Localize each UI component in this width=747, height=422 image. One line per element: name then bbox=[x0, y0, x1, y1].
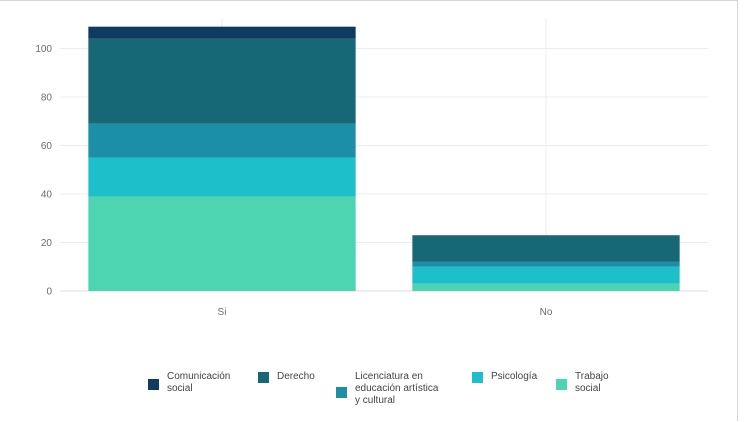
legend-label-line: Derecho bbox=[277, 371, 315, 382]
legend-label-line: Psicología bbox=[491, 371, 538, 382]
legend: Comunicación social Derecho Licenciatura… bbox=[140, 369, 660, 419]
legend-label-line: educación artística bbox=[355, 383, 439, 394]
legend-label-line: Licenciatura en bbox=[355, 371, 423, 382]
axis-layer: 0 20 40 60 80 100 Si No bbox=[35, 44, 553, 318]
y-tick-label: 80 bbox=[41, 93, 53, 104]
y-tick-label: 100 bbox=[35, 44, 52, 55]
legend-label-licenciatura: Licenciatura en educación artística y cu… bbox=[355, 371, 438, 407]
legend-label-line: Trabajo bbox=[575, 371, 609, 382]
legend-label-line: social bbox=[167, 383, 193, 394]
y-tick-label: 60 bbox=[41, 141, 53, 152]
legend-swatch-trabajo-social bbox=[556, 379, 567, 390]
bar-segment[interactable] bbox=[88, 26, 356, 39]
legend-item-trabajo-social[interactable]: Trabajo social bbox=[556, 371, 609, 395]
legend-label-psicologia: Psicología bbox=[491, 371, 537, 383]
bar-segment[interactable] bbox=[88, 196, 356, 291]
y-tick-label: 0 bbox=[46, 287, 52, 298]
legend-label-line: social bbox=[575, 383, 601, 394]
legend-swatch-derecho bbox=[258, 372, 269, 383]
legend-label-comunicacion-social: Comunicación social bbox=[167, 371, 230, 395]
bar-segment[interactable] bbox=[412, 283, 680, 291]
bar-segment[interactable] bbox=[412, 266, 680, 284]
legend-item-comunicacion-social[interactable]: Comunicación social bbox=[148, 371, 230, 395]
bar-segment[interactable] bbox=[88, 123, 356, 158]
legend-item-derecho[interactable]: Derecho bbox=[258, 371, 315, 383]
bar-segment[interactable] bbox=[412, 261, 680, 267]
legend-swatch-psicologia bbox=[472, 372, 483, 383]
bar-layer bbox=[88, 26, 680, 291]
legend-label-derecho: Derecho bbox=[277, 371, 315, 383]
y-tick-label: 20 bbox=[41, 238, 53, 249]
bar-segment[interactable] bbox=[88, 157, 356, 197]
bar-segment[interactable] bbox=[412, 235, 680, 262]
legend-swatch-licenciatura bbox=[336, 387, 347, 398]
legend-item-licenciatura[interactable]: Licenciatura en educación artística y cu… bbox=[336, 371, 438, 407]
y-tick-label: 40 bbox=[41, 190, 53, 201]
legend-label-trabajo-social: Trabajo social bbox=[575, 371, 609, 395]
legend-label-line: y cultural bbox=[355, 395, 396, 406]
legend-item-psicologia[interactable]: Psicología bbox=[472, 371, 537, 383]
bar-segment[interactable] bbox=[88, 38, 356, 124]
x-tick-label: No bbox=[540, 307, 553, 318]
x-tick-label: Si bbox=[218, 307, 227, 318]
legend-swatch-comunicacion-social bbox=[148, 379, 159, 390]
legend-label-line: Comunicación bbox=[167, 371, 231, 382]
